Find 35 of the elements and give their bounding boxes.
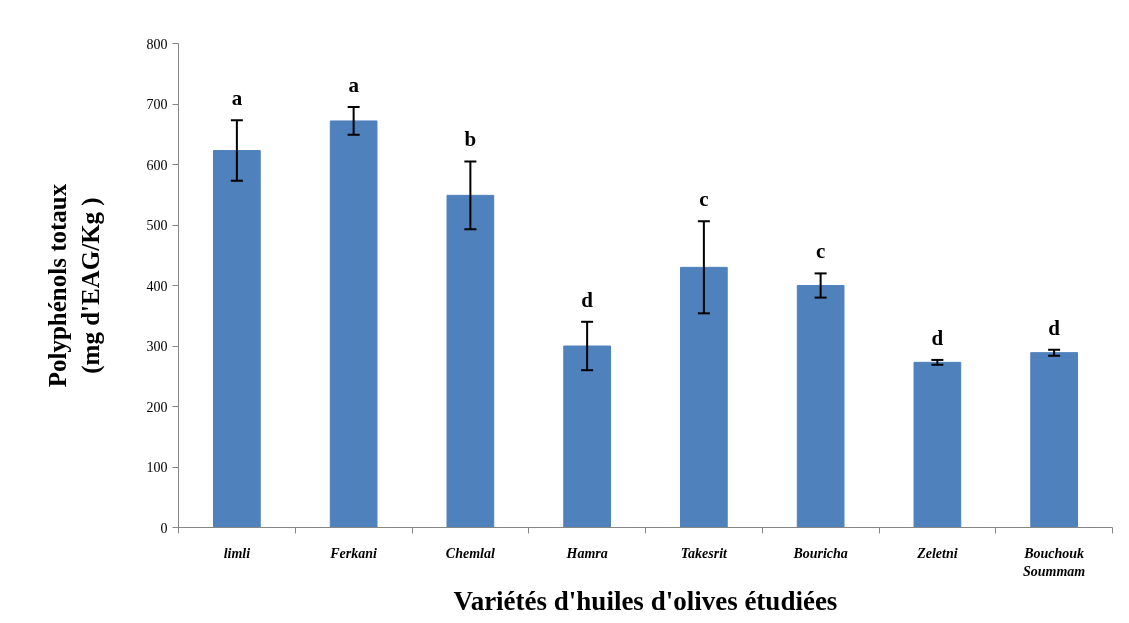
y-tick-label: 800 — [146, 36, 168, 52]
annotation: d — [931, 325, 944, 350]
bar — [213, 150, 261, 528]
x-tick-label: Hamra — [565, 545, 608, 561]
bar — [1030, 352, 1078, 528]
x-tick-label: Ferkani — [329, 545, 378, 561]
annotation: b — [464, 127, 477, 152]
bar — [446, 194, 495, 528]
x-axis-title: Variétés d'huiles d'olives étudiées — [453, 585, 838, 616]
y-axis-title: Polyphénols totaux (mg d'EAG/Kg ) — [44, 183, 105, 388]
y-tick-label: 100 — [146, 460, 168, 475]
y-tick-label: 200 — [146, 399, 168, 415]
bar — [796, 285, 845, 528]
annotation: a — [348, 73, 360, 98]
y-tick-label: 600 — [146, 157, 168, 173]
bar — [913, 361, 962, 528]
bar — [329, 120, 378, 528]
x-tick-label: Zeletni — [916, 545, 958, 561]
annotation: d — [581, 287, 594, 312]
annotation: c — [815, 239, 826, 264]
x-tick-label: Bouricha — [792, 545, 848, 561]
y-tick-label: 500 — [146, 218, 168, 233]
x-tick-label: Takesrit — [680, 545, 729, 561]
x-tick-label: Bouchouk Soummam — [1023, 545, 1086, 579]
x-tick-label: limli — [223, 545, 251, 561]
bar — [563, 345, 611, 528]
y-tick-label: 700 — [146, 97, 168, 112]
bar — [680, 266, 728, 528]
y-tick-label: 0 — [160, 520, 168, 536]
annotation: d — [1048, 315, 1061, 340]
x-tick-label: Chemlal — [445, 545, 495, 561]
y-tick-label: 300 — [146, 339, 168, 354]
y-tick-label: 400 — [146, 278, 168, 294]
annotation: c — [699, 187, 709, 212]
annotation: a — [231, 86, 243, 111]
